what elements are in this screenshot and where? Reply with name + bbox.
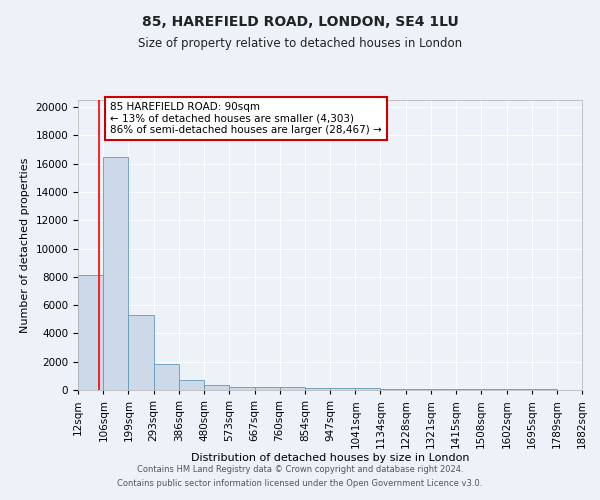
Bar <box>305 388 330 390</box>
Bar <box>78 276 103 390</box>
Bar <box>128 315 154 390</box>
Bar <box>179 380 204 390</box>
Bar <box>280 388 305 390</box>
Text: Size of property relative to detached houses in London: Size of property relative to detached ho… <box>138 38 462 51</box>
Bar <box>103 156 128 390</box>
Bar <box>380 388 406 390</box>
Bar <box>229 386 254 390</box>
Text: 85 HAREFIELD ROAD: 90sqm
← 13% of detached houses are smaller (4,303)
86% of sem: 85 HAREFIELD ROAD: 90sqm ← 13% of detach… <box>110 102 382 135</box>
Text: 85, HAREFIELD ROAD, LONDON, SE4 1LU: 85, HAREFIELD ROAD, LONDON, SE4 1LU <box>142 15 458 29</box>
Text: Contains HM Land Registry data © Crown copyright and database right 2024.
Contai: Contains HM Land Registry data © Crown c… <box>118 466 482 487</box>
Bar <box>431 389 456 390</box>
Bar <box>204 386 229 390</box>
Bar <box>330 388 355 390</box>
Y-axis label: Number of detached properties: Number of detached properties <box>20 158 30 332</box>
X-axis label: Distribution of detached houses by size in London: Distribution of detached houses by size … <box>191 454 469 464</box>
Bar <box>254 387 280 390</box>
Bar <box>355 388 380 390</box>
Bar <box>456 389 481 390</box>
Bar <box>154 364 179 390</box>
Bar <box>406 389 431 390</box>
